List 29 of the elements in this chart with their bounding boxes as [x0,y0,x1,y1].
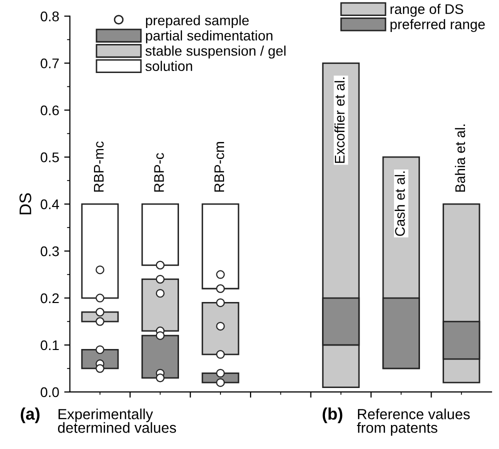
text: Experimentally determined values [58,408,176,433]
x-tick-label: RBP-mc [94,141,104,192]
y-tick-label: 0.1 [40,340,59,350]
bar [202,302,240,356]
y-tick-label: 0.0 [40,387,59,398]
y-tick-label: 0.4 [40,199,60,210]
x-tick-label: Excoffier et al. [334,78,345,163]
legend-label: stable suspension / gel [145,46,286,59]
legend-label: preferred range [390,19,485,32]
legend-label: range of DS [390,4,464,17]
bar [141,278,179,332]
y-tick-label: 0.3 [40,246,59,256]
text: (a) [20,408,40,424]
text: Reference values from patents [356,408,470,436]
x-tick-label: Bahia et al. [454,124,466,192]
legend-label: solution [145,60,192,72]
legend-label: prepared sample [146,15,249,28]
x-tick-label: RBP-c [154,153,164,192]
y-tick-label: 0.2 [40,293,59,304]
legend-label: partial sedimentation [146,30,272,44]
y-axis-title: DS [19,193,32,214]
x-tick-label: RBP-cm [214,142,224,192]
y-tick-label: 0.7 [40,58,59,68]
y-tick-label: 0.8 [40,12,59,22]
y-tick-label: 0.6 [40,105,59,116]
bar [141,334,179,379]
text: (b) [322,408,342,424]
x-tick-label: Cash et al. [394,172,405,236]
y-tick-label: 0.5 [40,152,59,162]
